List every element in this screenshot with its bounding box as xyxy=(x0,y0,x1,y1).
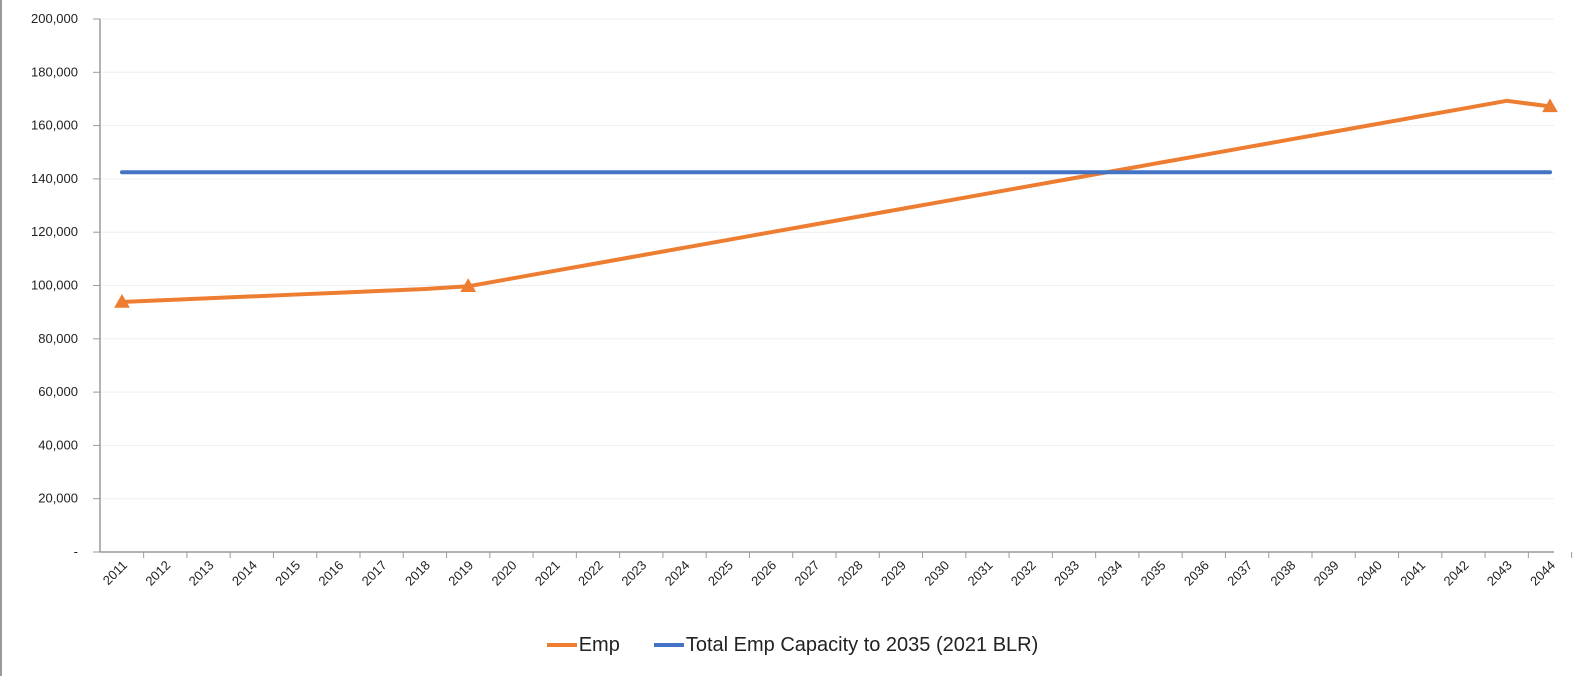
x-tick-label: 2019 xyxy=(445,558,476,589)
x-tick-label: 2044 xyxy=(1527,558,1558,589)
x-tick-label: 2022 xyxy=(575,558,606,589)
x-tick-label: 2020 xyxy=(489,558,520,589)
data-point-marker xyxy=(114,294,130,308)
y-tick-label: 140,000 xyxy=(31,171,78,186)
x-tick-label: 2014 xyxy=(229,558,260,589)
legend-item-emp: Emp xyxy=(546,633,620,657)
axes xyxy=(93,18,1573,558)
gridlines xyxy=(100,18,1554,500)
x-tick-label: 2031 xyxy=(965,558,996,589)
x-tick-label: 2032 xyxy=(1008,558,1039,589)
legend-swatch-capacity xyxy=(653,643,684,647)
y-tick-label: 180,000 xyxy=(31,64,78,79)
data-point-marker xyxy=(460,278,477,293)
y-tick-label: 60,000 xyxy=(38,384,78,399)
x-tick-label: 2037 xyxy=(1224,558,1255,589)
y-tick-label: 20,000 xyxy=(38,491,78,506)
y-tick-label: 160,000 xyxy=(31,118,78,133)
x-tick-label: 2028 xyxy=(835,558,866,589)
legend-label-capacity: Total Emp Capacity to 2035 (2021 BLR) xyxy=(685,633,1039,656)
x-tick-label: 2029 xyxy=(878,558,909,589)
legend-item-capacity: Total Emp Capacity to 2035 (2021 BLR) xyxy=(653,633,1039,657)
x-tick-label: 2016 xyxy=(315,558,346,589)
x-tick-label: 2036 xyxy=(1181,558,1212,589)
legend-swatch-emp xyxy=(546,643,577,647)
x-tick-label: 2024 xyxy=(662,558,693,589)
series-lines xyxy=(114,98,1558,308)
x-tick-label: 2018 xyxy=(402,558,433,589)
chart-border xyxy=(0,0,2,676)
x-tick-label: 2023 xyxy=(618,558,649,589)
y-tick-label: 120,000 xyxy=(31,224,78,239)
x-tick-label: 2015 xyxy=(272,558,303,589)
x-tick-label: 2038 xyxy=(1267,558,1298,589)
x-tick-label: 2012 xyxy=(142,558,173,589)
x-tick-label: 2021 xyxy=(532,558,563,589)
x-tick-label: 2042 xyxy=(1441,558,1472,589)
x-tick-label: 2039 xyxy=(1311,558,1342,589)
y-tick-label: 40,000 xyxy=(38,437,78,452)
x-tick-label: 2011 xyxy=(100,558,130,588)
data-point-marker xyxy=(1542,98,1558,113)
legend-label-emp: Emp xyxy=(578,633,620,656)
x-tick-label: 2026 xyxy=(748,558,779,589)
x-tick-label: 2035 xyxy=(1138,558,1169,589)
y-tick-label: - xyxy=(74,544,78,559)
x-tick-label: 2027 xyxy=(791,558,822,589)
x-tick-label: 2017 xyxy=(359,558,390,589)
x-tick-label: 2013 xyxy=(186,558,217,589)
series-line-emp xyxy=(120,98,1552,305)
x-tick-label: 2043 xyxy=(1484,558,1515,589)
x-tick-label: 2040 xyxy=(1354,558,1385,589)
y-tick-labels: - 20,000 40,000 60,000 80,000 100,000 120,000 1… xyxy=(31,11,78,559)
y-tick-label: 100,000 xyxy=(31,278,78,293)
x-tick-label: 2034 xyxy=(1094,558,1125,589)
x-tick-label: 2025 xyxy=(705,558,736,589)
x-tick-label: 2033 xyxy=(1051,558,1082,589)
y-tick-label: 200,000 xyxy=(31,11,78,26)
x-tick-labels: 2011 2012 2013 2014 2015 2016 2017 2018 2019 2020… xyxy=(100,558,1558,589)
line-chart: - 20,000 40,000 60,000 80,000 100,000 120,000 1… xyxy=(31,11,1573,589)
y-tick-label: 80,000 xyxy=(38,331,78,346)
x-tick-label: 2030 xyxy=(921,558,952,589)
legend: Emp Total Emp Capacity to 2035 (2021 BLR… xyxy=(0,630,1585,660)
x-tick-label: 2041 xyxy=(1397,558,1428,589)
